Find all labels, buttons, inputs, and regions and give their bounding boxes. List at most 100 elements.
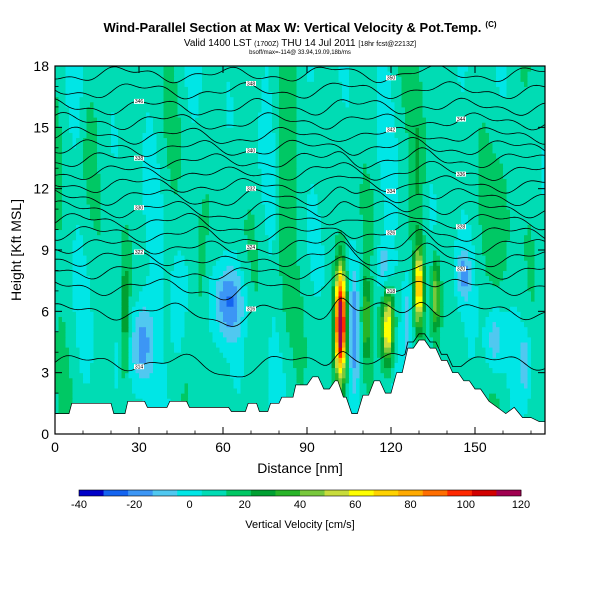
velocity-cell	[506, 342, 511, 348]
velocity-cell	[174, 362, 178, 369]
velocity-cell	[356, 260, 360, 266]
velocity-cell	[345, 301, 350, 307]
velocity-cell	[69, 347, 73, 353]
velocity-cell	[86, 372, 91, 379]
velocity-cell	[492, 316, 497, 323]
velocity-cell	[275, 316, 280, 323]
velocity-cell	[300, 357, 304, 363]
velocity-cell	[223, 357, 227, 363]
velocity-cell	[342, 316, 346, 323]
velocity-cell	[219, 382, 224, 389]
velocity-cell	[279, 250, 283, 256]
velocity-cell	[450, 296, 455, 302]
velocity-cell	[489, 388, 493, 394]
velocity-cell	[97, 285, 101, 292]
velocity-cell	[237, 250, 241, 256]
velocity-cell	[443, 311, 448, 317]
velocity-cell	[345, 326, 350, 333]
velocity-cell	[478, 265, 483, 271]
velocity-cell	[233, 275, 238, 282]
velocity-cell	[149, 398, 154, 404]
velocity-cell	[492, 372, 497, 379]
velocity-cell	[135, 270, 140, 277]
velocity-cell	[345, 260, 350, 266]
velocity-cell	[251, 388, 255, 394]
velocity-cell	[419, 255, 423, 261]
velocity-cell	[76, 265, 80, 271]
velocity-cell	[328, 301, 332, 307]
velocity-cell	[86, 265, 91, 271]
velocity-cell	[398, 280, 402, 287]
velocity-cell	[398, 301, 402, 307]
velocity-cell	[268, 250, 273, 256]
velocity-cell	[338, 316, 343, 323]
velocity-cell	[328, 377, 332, 384]
velocity-cell	[212, 250, 217, 256]
velocity-cell	[268, 265, 273, 271]
velocity-cell	[475, 316, 479, 323]
velocity-cell	[135, 290, 140, 297]
velocity-cell	[482, 260, 486, 266]
velocity-cell	[153, 388, 157, 394]
velocity-cell	[177, 321, 182, 328]
velocity-cell	[408, 326, 413, 333]
velocity-cell	[132, 290, 136, 297]
velocity-cell	[401, 331, 406, 338]
velocity-cell	[76, 398, 80, 404]
velocity-cell	[289, 342, 294, 348]
velocity-cell	[100, 342, 105, 348]
velocity-cell	[447, 296, 451, 302]
velocity-cell	[174, 352, 178, 358]
velocity-cell	[65, 408, 70, 415]
velocity-cell	[384, 311, 388, 317]
velocity-cell	[524, 398, 528, 404]
velocity-cell	[286, 265, 290, 271]
velocity-cell	[296, 296, 301, 302]
velocity-cell	[513, 336, 518, 343]
velocity-cell	[118, 260, 122, 266]
velocity-cell	[275, 260, 280, 266]
velocity-cell	[170, 362, 175, 369]
velocity-cell	[111, 377, 115, 384]
velocity-cell	[527, 367, 532, 374]
velocity-cell	[461, 301, 465, 307]
velocity-cell	[146, 250, 150, 256]
velocity-cell	[307, 255, 311, 261]
velocity-cell	[475, 326, 479, 333]
velocity-cell	[233, 250, 238, 256]
velocity-cell	[401, 357, 406, 363]
velocity-cell	[307, 250, 311, 256]
velocity-cell	[76, 357, 80, 363]
velocity-cell	[65, 347, 70, 353]
velocity-cell	[492, 301, 497, 307]
velocity-cell	[380, 311, 385, 317]
velocity-cell	[468, 316, 472, 323]
velocity-cell	[139, 316, 143, 323]
velocity-cell	[226, 321, 231, 328]
velocity-cell	[527, 321, 532, 328]
velocity-cell	[223, 331, 227, 338]
velocity-cell	[380, 285, 385, 292]
velocity-cell	[240, 377, 245, 384]
velocity-cell	[170, 347, 175, 353]
velocity-cell	[142, 311, 147, 317]
velocity-cell	[401, 290, 406, 297]
velocity-cell	[415, 316, 420, 323]
velocity-cell	[363, 352, 367, 358]
velocity-cell	[286, 275, 290, 282]
velocity-cell	[282, 285, 287, 292]
velocity-cell	[104, 311, 108, 317]
velocity-cell	[443, 352, 448, 358]
velocity-cell	[83, 270, 87, 277]
velocity-cell	[433, 306, 437, 312]
velocity-cell	[380, 342, 385, 348]
velocity-cell	[279, 347, 283, 353]
velocity-cell	[300, 311, 304, 317]
velocity-cell	[321, 382, 325, 389]
velocity-cell	[163, 250, 168, 256]
velocity-cell	[506, 377, 511, 384]
velocity-cell	[212, 255, 217, 261]
velocity-cell	[513, 377, 518, 384]
velocity-cell	[76, 285, 80, 292]
velocity-cell	[324, 301, 329, 307]
